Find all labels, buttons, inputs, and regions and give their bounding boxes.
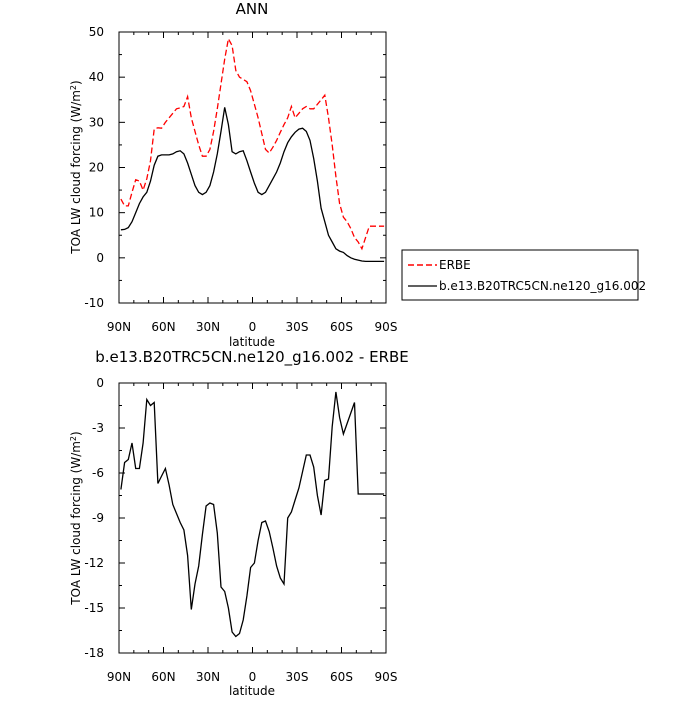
- y-axis-label: TOA LW cloud forcing (W/m2): [69, 80, 83, 254]
- chart-title: b.e13.B20TRC5CN.ne120_g16.002 - ERBE: [95, 348, 409, 367]
- x-tick-label: 0: [249, 670, 257, 684]
- plot-frame: [118, 382, 387, 654]
- y-axis-ticks: -18 -15 -12 -9 -6 -3 0: [84, 376, 386, 660]
- y-tick-label: -10: [84, 296, 104, 310]
- y-axis-label: TOA LW cloud forcing (W/m2): [69, 431, 83, 605]
- series-group: [120, 36, 385, 263]
- chart-annual-cloud-forcing: ANN -10 0 10 20 30 40 50 90N 60N 30N 0 30S 60S 90S l…: [69, 0, 646, 349]
- y-tick-label: -12: [84, 556, 104, 570]
- y-tick-label: -18: [84, 646, 104, 660]
- x-tick-label: 60S: [330, 670, 353, 684]
- x-tick-label: 30S: [286, 670, 309, 684]
- chart-title: ANN: [236, 0, 269, 18]
- x-tick-label: 60N: [151, 320, 175, 334]
- x-tick-label: 90S: [375, 670, 398, 684]
- x-tick-label: 90N: [107, 320, 131, 334]
- x-tick-label: 60S: [330, 320, 353, 334]
- y-axis-ticks: -10 0 10 20 30 40 50: [84, 25, 386, 310]
- x-tick-label: 0: [249, 320, 257, 334]
- x-tick-label: 90N: [107, 670, 131, 684]
- legend-label-erbe: ERBE: [439, 258, 471, 272]
- series-line-erbe: [120, 36, 385, 251]
- x-axis-label: latitude: [229, 335, 275, 349]
- plot-area: [118, 382, 387, 654]
- x-tick-label: 30S: [286, 320, 309, 334]
- y-tick-label: 20: [89, 161, 104, 175]
- y-tick-label: -9: [92, 511, 104, 525]
- chart-model-minus-erbe: b.e13.B20TRC5CN.ne120_g16.002 - ERBE -18…: [69, 348, 409, 698]
- x-tick-label: 30N: [196, 320, 220, 334]
- y-tick-label: 0: [96, 251, 104, 265]
- y-tick-label: 40: [89, 70, 104, 84]
- x-axis-label: latitude: [229, 684, 275, 698]
- series-line-difference: [120, 391, 385, 638]
- x-axis-ticks: 90N 60N 30N 0 30S 60S 90S: [107, 32, 398, 334]
- series-line-b-e13-b20trc5cn-ne120-g16-002: [120, 107, 385, 263]
- plot-frame: [118, 31, 387, 304]
- y-tick-label: 10: [89, 206, 104, 220]
- legend-label-model: b.e13.B20TRC5CN.ne120_g16.002: [439, 279, 646, 293]
- y-tick-label: -6: [92, 466, 104, 480]
- y-tick-label: -3: [92, 421, 104, 435]
- y-tick-label: 30: [89, 115, 104, 129]
- legend-box: [401, 249, 639, 301]
- x-tick-label: 90S: [375, 320, 398, 334]
- legend: ERBE b.e13.B20TRC5CN.ne120_g16.002: [401, 249, 646, 301]
- y-tick-label: 0: [96, 376, 104, 390]
- y-tick-label: -15: [84, 601, 104, 615]
- x-axis-ticks: 90N 60N 30N 0 30S 60S 90S: [107, 383, 398, 684]
- x-tick-label: 60N: [151, 670, 175, 684]
- plot-area: [118, 31, 387, 304]
- x-tick-label: 30N: [196, 670, 220, 684]
- series-group: [120, 391, 385, 638]
- y-tick-label: 50: [89, 25, 104, 39]
